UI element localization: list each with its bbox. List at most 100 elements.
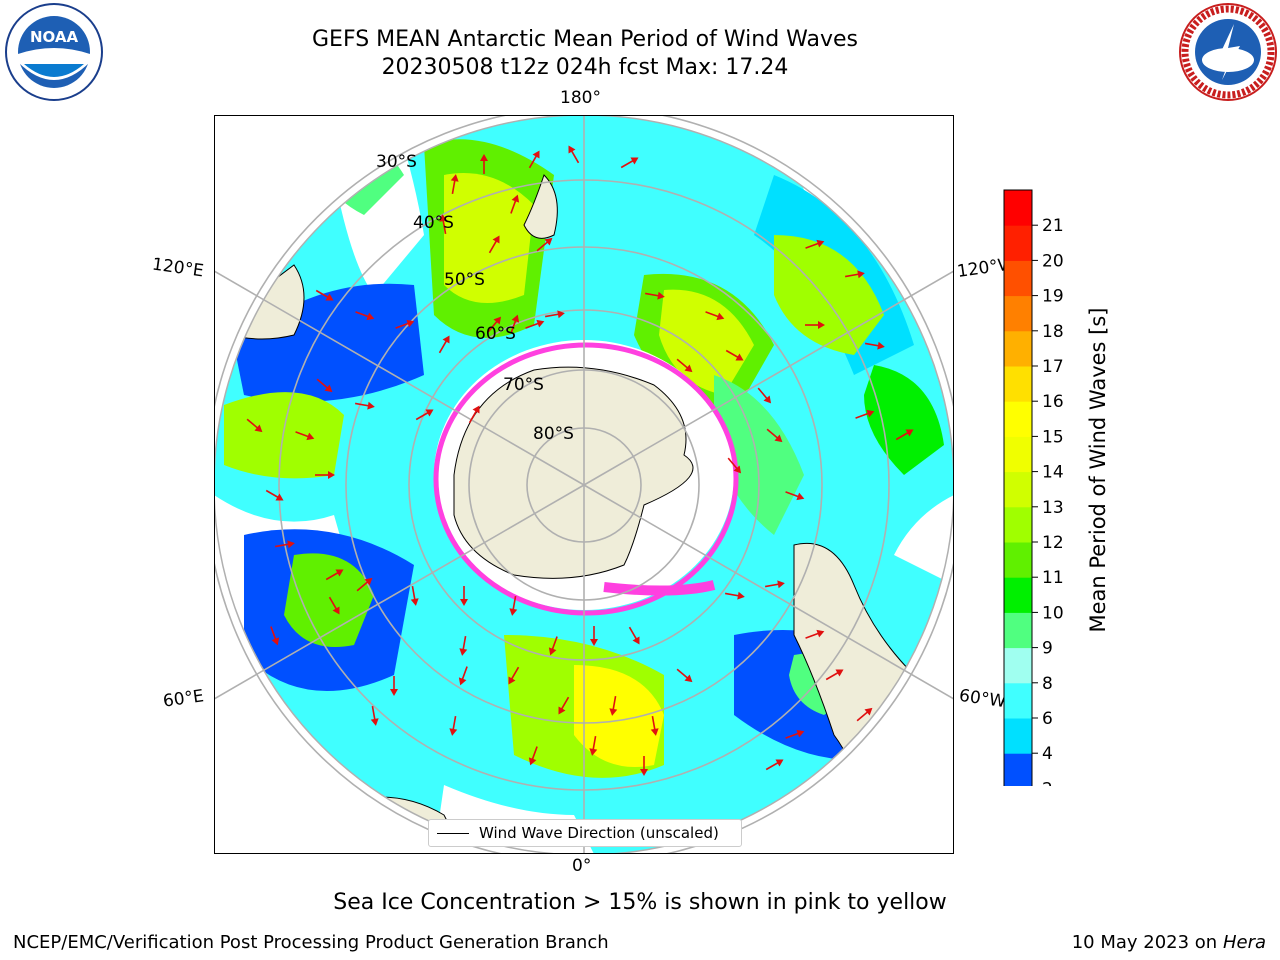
- wave-direction-arrow: [766, 428, 783, 443]
- colorbar-tick-label: 13: [1042, 498, 1064, 518]
- colorbar-tick-label: 14: [1042, 463, 1064, 483]
- wave-direction-arrow: [354, 401, 375, 410]
- wave-direction-arrow: [468, 405, 480, 424]
- wave-direction-arrow: [805, 321, 825, 329]
- wave-yellow-region: [574, 665, 664, 767]
- wave-direction-arrow: [558, 696, 570, 715]
- colorbar: 2 4 6 8 9 10 11 12 13 14 15 16 17 18 19 20 21: [1003, 189, 1064, 786]
- wave-direction-arrow: [390, 676, 398, 696]
- wave-direction-arrow: [439, 214, 448, 235]
- colorbar-tick-label: 19: [1042, 287, 1064, 307]
- lat-label-30s: 30°S: [376, 152, 417, 172]
- wave-yellow-region: [444, 173, 534, 303]
- footer-host: Hera: [1222, 932, 1266, 953]
- wave-green-region: [714, 375, 804, 535]
- colorbar-tick-label: 20: [1042, 251, 1064, 271]
- wave-direction-arrow: [805, 239, 825, 249]
- wave-direction-arrow: [725, 349, 744, 361]
- legend-line-icon: [437, 832, 469, 834]
- wave-direction-arrow: [855, 409, 875, 419]
- wave-direction-arrow: [528, 746, 538, 766]
- wave-direction-arrow: [764, 580, 785, 589]
- wind-wave-arrows: [246, 145, 914, 776]
- lon-label-0: 0°: [572, 856, 592, 876]
- sea-ice-note: Sea Ice Concentration > 15% is shown in …: [333, 890, 947, 915]
- wave-direction-arrow: [590, 626, 598, 646]
- wave-direction-arrow: [480, 154, 488, 174]
- wave-direction-arrow: [757, 387, 772, 404]
- wave-direction-arrow: [438, 335, 450, 354]
- wave-green-region: [224, 392, 344, 479]
- wave-direction-arrow: [609, 695, 618, 716]
- wave-direction-arrow: [508, 666, 520, 685]
- wave-direction-arrow: [458, 666, 468, 686]
- wave-direction-arrow: [864, 341, 885, 350]
- lat-label-70s: 70°S: [503, 375, 544, 395]
- colorbar-tick-label: 11: [1042, 568, 1064, 588]
- colorbar-tick-label: 16: [1042, 392, 1064, 412]
- footer-credit: NCEP/EMC/Verification Post Processing Pr…: [13, 932, 609, 953]
- wave-direction-arrow: [805, 629, 825, 639]
- wave-direction-arrow: [727, 457, 742, 474]
- wave-direction-arrow: [459, 635, 468, 656]
- colorbar-tick-label: 18: [1042, 322, 1064, 342]
- colorbar-segment: [1004, 260, 1032, 297]
- graticule-lon: [214, 115, 954, 854]
- colorbar-segment: [1004, 330, 1032, 367]
- wave-green-region: [774, 235, 884, 355]
- colorbar-segment: [1004, 718, 1032, 754]
- wave-direction-arrow: [450, 174, 459, 195]
- lon-label-60e: 60°E: [161, 686, 206, 712]
- wave-direction-arrow: [395, 319, 415, 329]
- lat-label-60s: 60°S: [475, 324, 516, 344]
- wave-direction-arrow: [628, 626, 640, 645]
- wave-direction-arrow: [265, 489, 284, 501]
- wave-direction-arrow: [295, 431, 315, 441]
- wave-direction-arrow: [328, 596, 340, 615]
- lat-label-40s: 40°S: [413, 213, 454, 233]
- colorbar-segment: [1004, 401, 1032, 437]
- colorbar-segment: [1004, 647, 1032, 684]
- wave-direction-arrow: [856, 707, 873, 722]
- wave-direction-arrow: [640, 756, 648, 776]
- colorbar-tick-label: 12: [1042, 533, 1064, 553]
- colorbar-tick-label: 17: [1042, 357, 1064, 377]
- wave-direction-arrow: [676, 668, 693, 683]
- wave-direction-arrow: [589, 735, 598, 756]
- colorbar-tick-label: 2: [1042, 779, 1053, 786]
- wave-direction-arrow: [895, 429, 914, 441]
- wave-direction-arrow: [620, 157, 639, 169]
- wave-direction-arrow: [548, 636, 558, 656]
- legend-label: Wind Wave Direction (unscaled): [479, 824, 719, 842]
- colorbar-tick-label: 6: [1042, 709, 1053, 729]
- wave-direction-arrow: [650, 715, 659, 736]
- wave-direction-arrow: [676, 358, 693, 373]
- colorbar-segment: [1004, 542, 1032, 578]
- wave-direction-arrow: [705, 311, 725, 321]
- wave-direction-arrow: [370, 705, 379, 726]
- wave-direction-arrow: [528, 150, 540, 169]
- colorbar-tick-label: 8: [1042, 674, 1053, 694]
- sea-ice-edge: [603, 580, 716, 596]
- colorbar-tick-label: 21: [1042, 216, 1064, 236]
- wave-direction-arrow: [509, 595, 518, 616]
- colorbar-segment: [1004, 682, 1032, 719]
- colorbar-tick-label: 9: [1042, 639, 1053, 659]
- wave-direction-arrow: [325, 569, 344, 581]
- svg-text:NOAA: NOAA: [30, 28, 79, 46]
- lon-label-120e: 120°E: [150, 254, 205, 282]
- wave-direction-arrow: [536, 237, 553, 252]
- wave-direction-arrow: [510, 194, 520, 214]
- colorbar-segment: [1004, 295, 1032, 332]
- wave-direction-arrow: [568, 145, 580, 164]
- wave-direction-arrow: [488, 235, 500, 254]
- wave-green-region: [284, 553, 374, 647]
- wave-direction-arrow: [410, 585, 419, 606]
- wave-direction-arrow: [544, 310, 565, 319]
- wave-direction-arrow: [785, 729, 805, 739]
- wave-direction-arrow: [356, 577, 373, 592]
- colorbar-segment: [1004, 506, 1032, 543]
- colorbar-title: Mean Period of Wind Waves [s]: [1086, 307, 1110, 633]
- title-line-2: 20230508 t12z 024h fcst Max: 17.24: [381, 55, 789, 80]
- wave-direction-arrow: [844, 270, 865, 279]
